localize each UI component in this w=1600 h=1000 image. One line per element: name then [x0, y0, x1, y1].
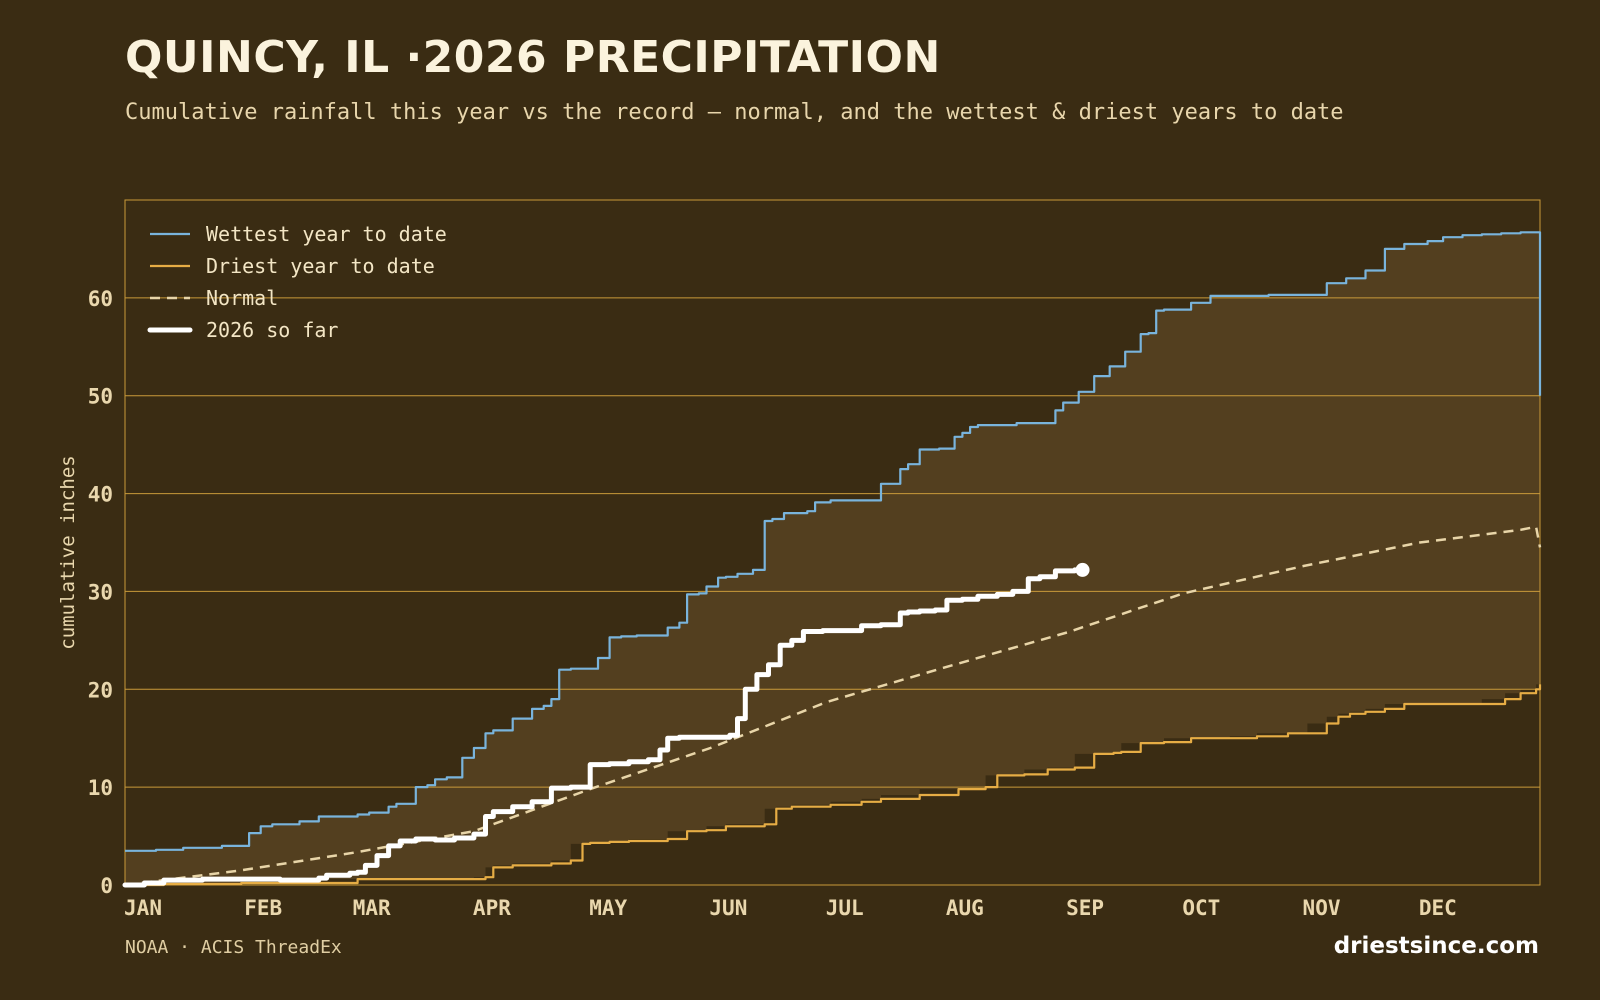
legend: Wettest year to date Driest year to date N… [147, 222, 447, 342]
series-line-wettest [125, 231, 1542, 852]
y-tick-label: 40 [88, 483, 113, 507]
x-tick-label-aug: AUG [946, 896, 984, 920]
x-tick-label-oct: OCT [1182, 896, 1220, 920]
legend-label-3: 2026 so far [206, 318, 338, 342]
x-tick-label-jun: JUN [709, 896, 747, 920]
chart-subtitle: Cumulative rainfall this year vs the rec… [125, 100, 1344, 125]
y-tick-label: 30 [88, 580, 113, 604]
x-tick-label-may: MAY [589, 896, 627, 920]
y-tick-label: 60 [88, 287, 113, 311]
x-tick-label-sep: SEP [1066, 896, 1104, 920]
y-axis-label: cumulative inches [57, 455, 79, 649]
y-tick-label: 20 [88, 678, 113, 702]
x-tick-label-jan: JAN [124, 896, 162, 920]
chart-title: QUINCY, IL ·2026 PRECIPITATION [125, 32, 941, 83]
legend-label-0: Wettest year to date [206, 222, 447, 246]
x-tick-label-feb: FEB [244, 896, 282, 920]
x-tick-label-mar: MAR [353, 896, 391, 920]
legend-label-2: Normal [206, 286, 278, 310]
current-point-marker [1075, 562, 1090, 577]
x-tick-label-jul: JUL [826, 896, 864, 920]
plot-frame [124, 199, 1541, 886]
brand-link[interactable]: driestsince.com [1333, 933, 1539, 959]
y-tick-label: 10 [88, 776, 113, 800]
x-tick-label-nov: NOV [1303, 896, 1341, 920]
y-tick-label: 50 [88, 385, 113, 409]
series-line-driest [125, 684, 1542, 887]
data-source: NOAA · ACIS ThreadEx [125, 937, 342, 958]
series-line-normal [124, 525, 1542, 887]
y-tick-label: 0 [100, 874, 113, 898]
x-tick-label-apr: APR [473, 896, 511, 920]
series-line-2026 [122, 567, 1078, 888]
legend-label-1: Driest year to date [206, 254, 435, 278]
x-tick-label-dec: DEC [1419, 896, 1457, 920]
